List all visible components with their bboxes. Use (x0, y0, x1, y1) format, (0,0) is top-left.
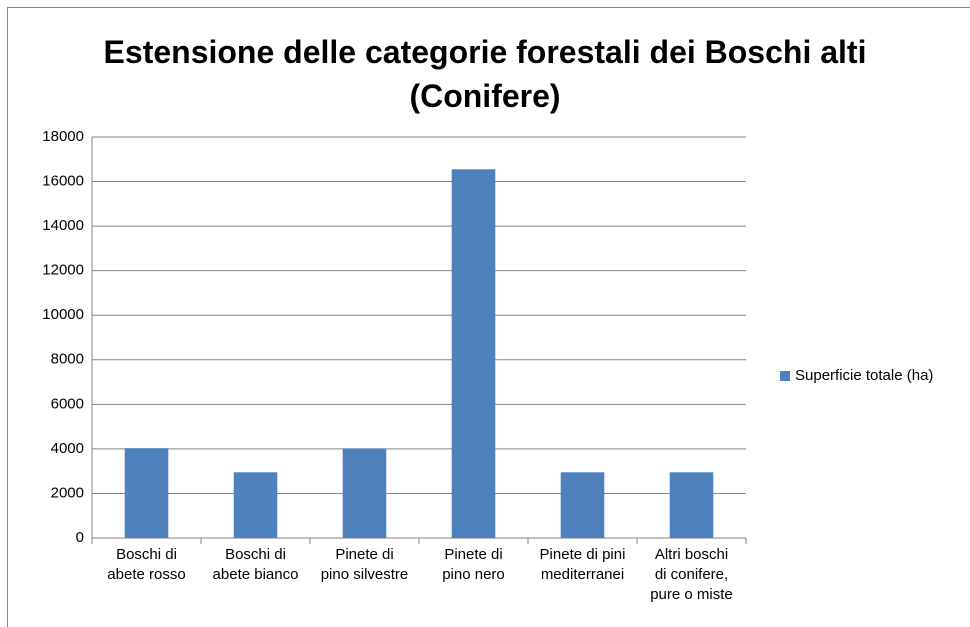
y-tick-label: 16000 (42, 173, 84, 190)
bar (451, 169, 496, 538)
y-tick-label: 12000 (42, 262, 84, 279)
y-tick-label: 18000 (42, 128, 84, 145)
x-tick-label: Pinete di pino silvestre (320, 546, 409, 583)
bar (124, 448, 169, 538)
bar (560, 472, 605, 538)
chart-border (7, 7, 970, 627)
y-tick-label: 0 (76, 529, 84, 546)
chart-title: Estensione delle categorie forestali dei… (103, 34, 867, 114)
legend-swatch (780, 371, 790, 381)
x-tick-label: Boschi di abete rosso (107, 546, 186, 583)
y-tick-label: 6000 (51, 395, 84, 412)
y-tick-label: 2000 (51, 484, 84, 501)
x-tick-label: Boschi di abete bianco (212, 546, 299, 583)
bar (233, 472, 278, 538)
y-tick-label: 8000 (51, 351, 84, 368)
legend-label: Superficie totale (ha) (795, 367, 933, 384)
x-tick-label: Pinete di pino nero (442, 546, 505, 583)
bar (342, 448, 387, 538)
y-tick-label: 10000 (42, 306, 84, 323)
y-tick-label: 4000 (51, 440, 84, 457)
x-tick-label: Pinete di pini mediterranei (539, 546, 626, 583)
bar (669, 472, 714, 538)
y-tick-label: 14000 (42, 217, 84, 234)
x-tick-label: Altri boschi di conifere, pure o miste (650, 546, 733, 603)
